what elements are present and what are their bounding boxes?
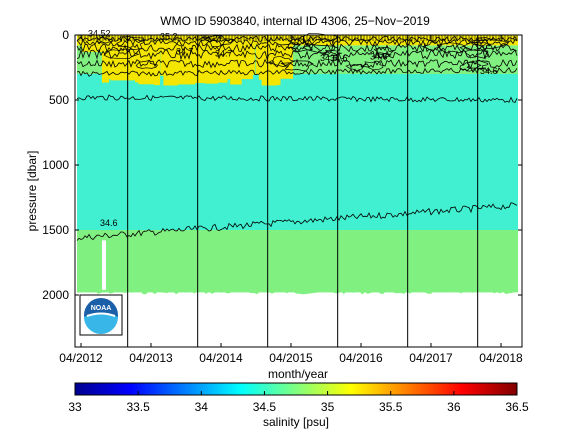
y-tick-label: 0 [62, 28, 69, 42]
y-tick-label: 500 [49, 93, 69, 107]
salinity-layer [77, 35, 518, 46]
salinity-layer-edge [77, 290, 518, 295]
x-tick-label: 04/2013 [129, 351, 173, 365]
contour-line [76, 58, 518, 69]
contour-line [76, 94, 518, 104]
salinity-patch [193, 35, 205, 78]
salinity-layer [77, 230, 518, 293]
year-dividers [127, 35, 479, 347]
contour-loop [268, 55, 296, 68]
contour-label: 34.52 [88, 28, 111, 38]
contour-loop [345, 63, 364, 72]
plot-frame [74, 34, 523, 348]
colorbar-label: salinity [psu] [263, 415, 329, 429]
colorbar-tick-label: 35.5 [379, 400, 403, 414]
salinity-patch [101, 35, 110, 83]
x-axis-ticks: 04/2012 04/2013 04/2014 04/2015 04/2016 04/20… [59, 35, 523, 365]
contour-loop [135, 60, 158, 69]
contour-line [76, 48, 518, 61]
plot-area: 34.52 35.235.234.7 34.734.634.6 34.634.634.… [42, 28, 523, 365]
contour-line [76, 202, 518, 241]
contour-loop [475, 37, 510, 49]
contour-loop [322, 49, 342, 58]
contour-loop [375, 52, 392, 58]
contour-loop [361, 60, 384, 71]
contour-line [76, 66, 518, 77]
data-gap [102, 240, 106, 290]
contour-loop [287, 42, 301, 49]
x-tick-label: 04/2016 [339, 351, 383, 365]
x-tick-label: 04/2018 [479, 351, 523, 365]
salinity-patch [134, 35, 144, 83]
contour-loop [436, 42, 466, 54]
noaa-logo: NOAA [79, 294, 123, 336]
salinity-layer [77, 74, 518, 230]
colorbar-tick-label: 33 [68, 400, 82, 414]
colorbar-tick-label: 36.5 [505, 400, 529, 414]
salinity-patch [267, 35, 281, 85]
salinity-contours [76, 32, 518, 241]
contour-loop [290, 42, 313, 53]
colorbar-ticks: 33 33.5 34 34.5 35 35.5 36 36.5 [68, 391, 529, 414]
y-tick-label: 2000 [42, 288, 69, 302]
contour-loop [280, 60, 314, 72]
contour-loop [204, 35, 234, 47]
x-tick-label: 04/2017 [409, 351, 453, 365]
contour-label: 34.7 [176, 47, 194, 57]
contour-loop [96, 37, 114, 44]
contour-label: 34.6 [320, 53, 338, 63]
colorbar-tick-label: 34.5 [253, 400, 277, 414]
contour-loop [302, 38, 336, 54]
contour-label: 35.2 [200, 33, 218, 43]
x-tick-label: 04/2015 [269, 351, 313, 365]
x-tick-label: 04/2012 [59, 351, 103, 365]
contour-loop [462, 42, 491, 51]
colorbar-tick-label: 33.5 [126, 400, 150, 414]
colorbar-tick-label: 34 [195, 400, 209, 414]
salinity-patch [160, 35, 173, 76]
svg-text:NOAA: NOAA [91, 305, 112, 312]
x-tick-label: 04/2014 [199, 351, 243, 365]
contour-line [76, 35, 518, 43]
contour-loop [459, 61, 482, 72]
contour-label: 35.2 [160, 32, 178, 42]
colorbar-tick-label: 35 [321, 400, 335, 414]
y-tick-label: 1000 [42, 158, 69, 172]
chart-title: WMO ID 5903840, internal ID 4306, 25−Nov… [160, 14, 430, 28]
contour-loop [466, 60, 489, 70]
y-axis-label: pressure [dbar] [25, 151, 39, 232]
contour-loop [288, 38, 305, 46]
contour-label: 34.6 [480, 66, 498, 76]
colorbar-gradient [74, 382, 518, 396]
salinity-colorbar: 33 33.5 34 34.5 35 35.5 36 36.5 salinity [psu] [68, 382, 529, 429]
y-axis-ticks: 0 500 1000 1500 2000 [42, 28, 522, 302]
x-axis-label: month/year [268, 367, 328, 381]
colorbar-tick-label: 36 [447, 400, 461, 414]
contour-label: 34.7 [215, 48, 233, 58]
contour-labels: 34.52 35.235.234.7 34.734.634.6 34.634.634.… [88, 28, 498, 228]
contour-label: 34.6 [100, 218, 118, 228]
y-tick-label: 1500 [42, 223, 69, 237]
contour-label: 34.6 [330, 53, 348, 63]
contour-label: 34.6 [370, 52, 388, 62]
contour-loop [373, 47, 395, 55]
contour-loop [421, 41, 442, 51]
